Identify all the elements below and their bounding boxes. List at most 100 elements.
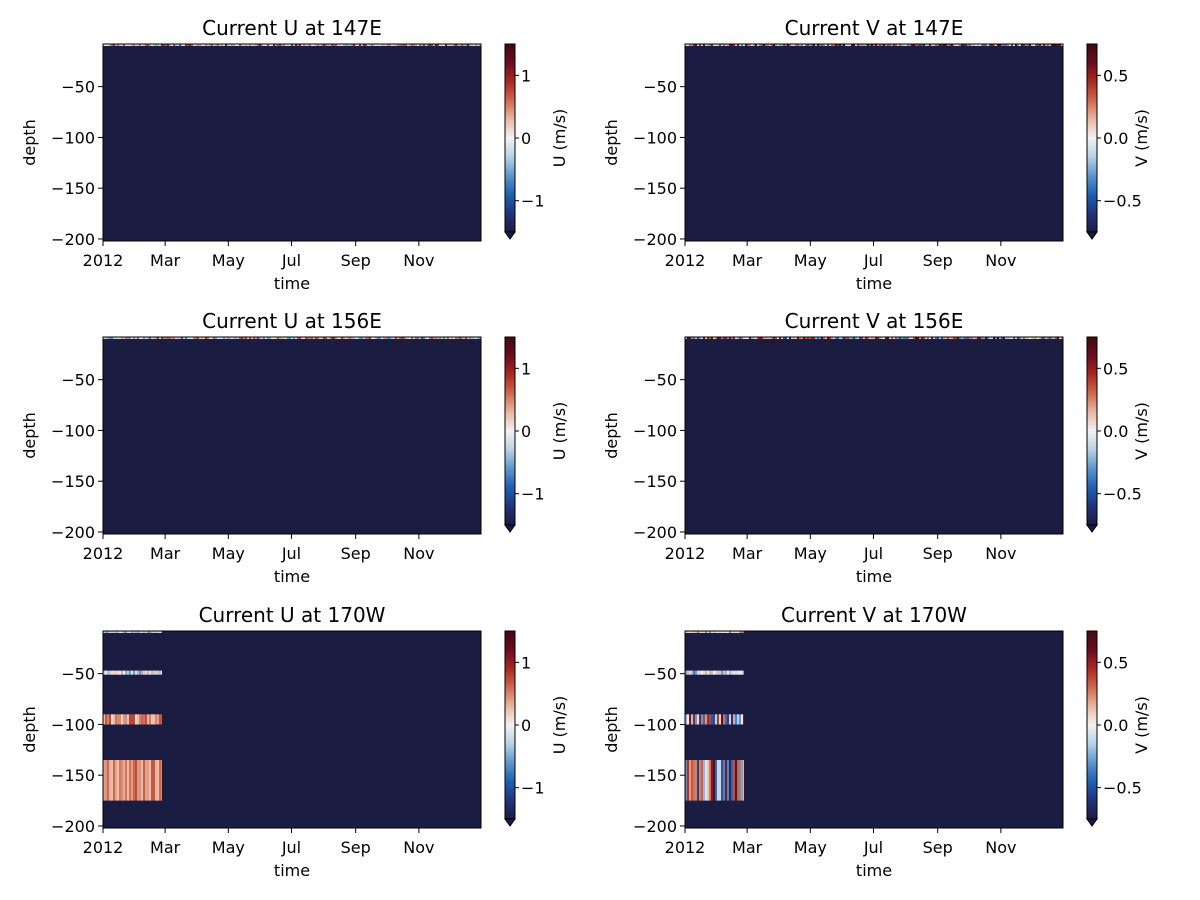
heatmap-cell	[117, 44, 119, 46]
heatmap-cell	[781, 337, 783, 339]
heatmap-cell	[103, 631, 105, 633]
heatmap-cell	[869, 44, 871, 46]
colorbar: −0.5 0.0 0.5 V (m/s)	[1086, 336, 1151, 533]
heatmap-cell	[435, 337, 437, 339]
heatmap-cell	[867, 44, 869, 46]
heatmap-cell	[963, 44, 965, 46]
heatmap-cell	[743, 714, 744, 725]
heatmap-cell	[1011, 44, 1013, 46]
heatmap-cell	[367, 44, 369, 46]
y-tick-label: −150	[633, 766, 677, 785]
data-band-1	[685, 44, 1063, 46]
heatmap-cell	[251, 337, 253, 339]
heatmap-cell	[829, 44, 831, 46]
heatmap-cell	[105, 760, 107, 801]
heatmap-cell	[1033, 44, 1035, 46]
heatmap-cell	[263, 337, 265, 339]
heatmap-cell	[691, 631, 693, 633]
heatmap-cell	[957, 337, 959, 339]
heatmap-cell	[155, 670, 157, 675]
heatmap-cell	[951, 44, 953, 46]
x-tick-label: Sep	[923, 838, 953, 857]
heatmap-cell	[979, 337, 981, 339]
heatmap-cell	[837, 337, 839, 339]
heatmap-cell	[151, 670, 153, 675]
heatmap-cell	[969, 44, 971, 46]
heatmap-cell	[333, 337, 335, 339]
heatmap-cell	[961, 44, 963, 46]
heatmap-cell	[139, 44, 141, 46]
heatmap-cell	[999, 337, 1001, 339]
heatmap-cell	[741, 44, 743, 46]
y-tick-label: −200	[633, 523, 677, 542]
heatmap-cell	[761, 44, 763, 46]
colorbar-tick-label: 0.5	[1103, 653, 1128, 672]
heatmap-cell	[149, 337, 151, 339]
heatmap-cell	[975, 337, 977, 339]
heatmap-cell	[109, 760, 111, 801]
x-tick-label: May	[794, 544, 827, 563]
heatmap-cell	[703, 631, 705, 633]
heatmap-cell	[943, 44, 945, 46]
heatmap-cell	[851, 337, 853, 339]
heatmap-cell	[827, 337, 829, 339]
heatmap-cell	[361, 44, 363, 46]
heatmap-cell	[397, 337, 399, 339]
heatmap-cell	[127, 670, 129, 675]
plot-title: Current V at 170W	[781, 603, 967, 627]
data-band-1	[685, 337, 1063, 339]
heatmap-cell	[113, 714, 115, 725]
heatmap-cell	[1059, 44, 1061, 46]
heatmap-cell	[231, 44, 233, 46]
heatmap-cell	[927, 44, 929, 46]
heatmap-cell	[809, 337, 811, 339]
heatmap-cell	[731, 631, 733, 633]
heatmap-cell	[383, 44, 385, 46]
x-tick-label: Mar	[150, 838, 181, 857]
heatmap-cell	[125, 44, 127, 46]
heatmap-cell	[177, 337, 179, 339]
heatmap-cell	[301, 337, 303, 339]
colorbar-label: V (m/s)	[1132, 109, 1151, 167]
heatmap-cell	[935, 337, 937, 339]
heatmap-background	[685, 337, 1063, 534]
heatmap-cell	[469, 337, 471, 339]
heatmap-cell	[863, 337, 865, 339]
heatmap-cell	[389, 44, 391, 46]
y-tick-label: −100	[51, 128, 95, 147]
heatmap-cell	[853, 337, 855, 339]
heatmap-cell	[861, 337, 863, 339]
heatmap-cell	[155, 337, 157, 339]
heatmap-cell	[123, 44, 125, 46]
heatmap-cell	[183, 44, 185, 46]
heatmap-cell	[737, 631, 739, 633]
heatmap-cell	[363, 337, 365, 339]
heatmap-cell	[875, 44, 877, 46]
heatmap-cell	[877, 44, 879, 46]
heatmap-cell	[429, 44, 431, 46]
heatmap-cell	[431, 337, 433, 339]
heatmap-cell	[159, 714, 161, 725]
heatmap-cell	[903, 44, 905, 46]
heatmap-cell	[463, 44, 465, 46]
heatmap-cell	[1027, 337, 1029, 339]
heatmap-cell	[697, 631, 699, 633]
heatmap-cell	[121, 714, 123, 725]
heatmap-cell	[907, 44, 909, 46]
heatmap-cell	[1019, 337, 1021, 339]
heatmap-cell	[707, 714, 709, 725]
heatmap-cell	[697, 760, 699, 801]
heatmap-cell	[447, 44, 449, 46]
heatmap-cell	[733, 760, 735, 801]
y-tick-label: −150	[633, 179, 677, 198]
heatmap-cell	[475, 44, 477, 46]
heatmap-cell	[113, 670, 115, 675]
heatmap-cell	[987, 337, 989, 339]
heatmap-cell	[687, 714, 689, 725]
heatmap-cell	[313, 44, 315, 46]
heatmap-cell	[719, 714, 721, 725]
heatmap-cell	[707, 670, 709, 675]
heatmap-cell	[337, 44, 339, 46]
heatmap-cell	[131, 714, 133, 725]
heatmap-cell	[983, 44, 985, 46]
